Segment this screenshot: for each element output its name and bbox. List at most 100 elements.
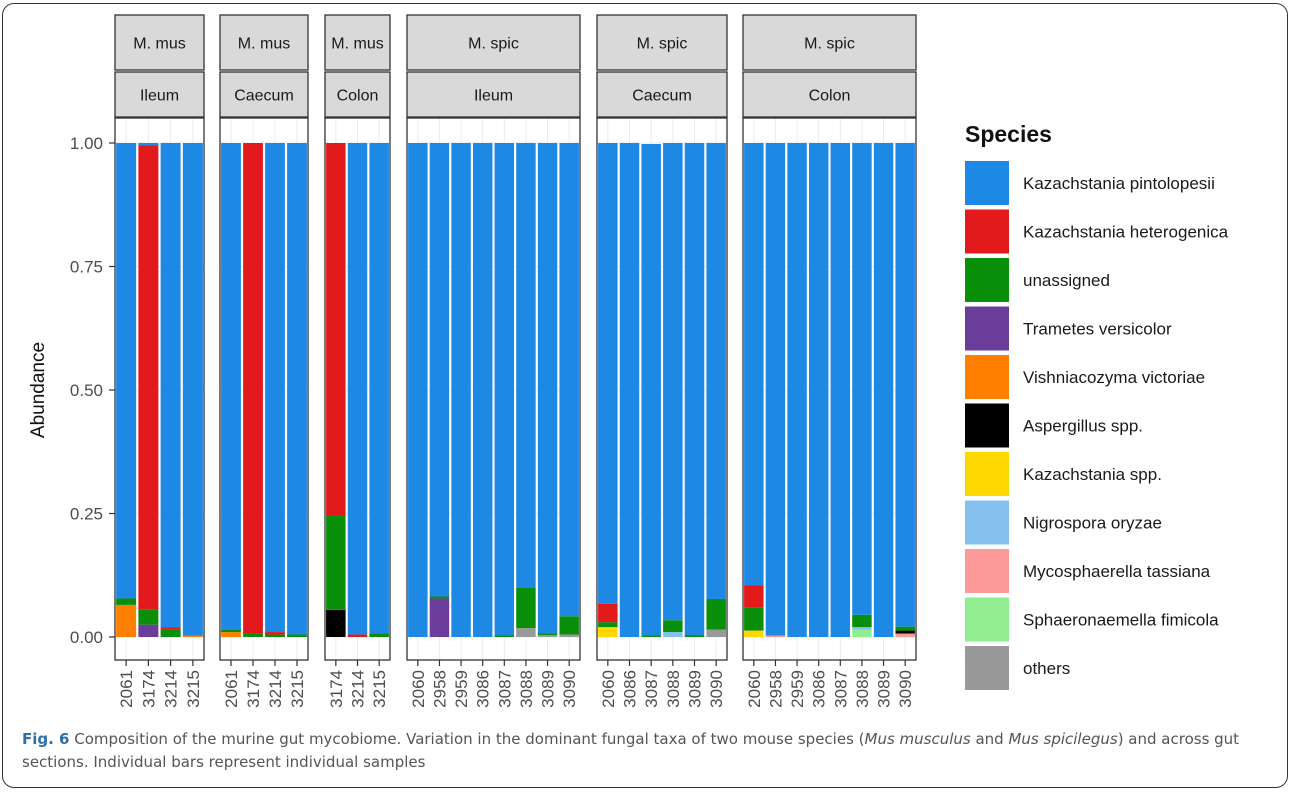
bar-segment [451,143,471,637]
x-tick-label: 2959 [788,670,807,708]
bar-segment [852,143,872,615]
legend-swatch [965,646,1009,690]
bar-segment [516,587,536,629]
y-tick-label: 0.50 [70,381,103,400]
legend-label: Kazachstania heterogenica [1023,223,1229,242]
x-tick-label: 3089 [539,670,558,708]
facet-panel: M. mus Ileum 2061 3174 3214 3215 [114,14,205,708]
bar-segment [852,627,872,630]
bar-segment [852,629,872,637]
legend-swatch [965,549,1009,593]
x-tick-label: 3215 [184,670,203,708]
strip-section [114,71,205,118]
x-tick-label: 3090 [896,670,915,708]
bar-segment [641,143,661,636]
bar-segment [221,629,241,633]
legend-swatch [965,597,1009,642]
x-tick-label: 3214 [162,670,181,708]
bar-segment [369,143,389,634]
x-tick-label: 2061 [117,670,136,708]
bar-segment [559,634,579,637]
bar-segment [182,143,203,636]
bar-segment [641,635,661,637]
caption-text: Composition of the murine gut mycobiome.… [69,730,865,748]
bar-segment [326,143,346,516]
legend-swatch [965,161,1009,205]
facet-panel: M. mus Colon 3174 3214 3215 [324,14,391,708]
bar-segment [873,143,894,637]
bar-segment [265,632,285,635]
bar-segment [182,635,203,637]
legend-label: Kazachstania pintolopesii [1023,174,1215,193]
y-tick-label: 0.75 [70,258,103,277]
bar-segment [830,143,851,637]
bar-segment [808,143,829,637]
bar-segment [706,143,726,599]
bar-segment [559,143,579,617]
bar-segment [516,143,536,588]
legend-swatch [965,209,1009,254]
x-tick-label: 2060 [745,670,764,708]
bar-segment [287,634,307,637]
bar-segment [429,596,450,599]
x-tick-label: 3089 [686,670,705,708]
bar-segment [744,607,764,631]
panel-border [324,117,391,661]
bar-segment [221,632,241,637]
x-tick-label: 3087 [495,670,514,708]
bar-segment [243,143,263,634]
bar-segment [537,635,558,637]
bar-segment [287,143,307,635]
bar-segment [494,635,515,637]
strip-section [219,71,309,118]
strip-section [324,71,391,118]
legend-label: Sphaeronaemella fimicola [1023,611,1219,630]
legend-label: Mycosphaerella tassiana [1023,562,1211,581]
bar-segment [116,143,137,599]
y-tick-label: 0.00 [70,628,103,647]
bar-segment [326,609,346,637]
x-tick-label: 2060 [409,670,428,708]
bar-segment [472,143,493,637]
bar-segment [598,622,618,628]
bar-segment [744,585,764,608]
bar-segment [160,629,181,637]
bar-segment [537,633,558,636]
bar-segment [663,632,683,637]
panel-border [114,117,205,661]
y-tick-label: 0.25 [70,505,103,524]
strip-species [742,14,917,71]
bar-segment [221,143,241,630]
legend-label: Aspergillus spp. [1023,417,1143,436]
x-tick-label: 3090 [707,670,726,708]
bar-segment [369,633,389,637]
bar-segment [559,616,579,635]
facet-panel: M. spic Caecum 2060 3086 3087 3088 3089 3090 [596,14,728,708]
caption-species-2: Mus spicilegus [1008,730,1118,748]
strip-species-label: M. mus [331,36,383,53]
bar-segment [116,604,137,637]
x-tick-label: 3088 [853,670,872,708]
x-tick-label: 3086 [810,670,829,708]
strip-section-label: Ileum [140,88,179,105]
bar-segment [744,630,764,637]
bar-segment [895,633,915,637]
legend-label: Kazachstania spp. [1023,465,1162,484]
panel-border [406,117,581,661]
x-tick-label: 3090 [560,670,579,708]
x-tick-label: 3214 [266,670,285,708]
strip-species-label: M. mus [133,36,185,53]
legend-title: Species [965,121,1052,147]
x-tick-label: 3214 [349,670,368,708]
bar-segment [265,634,285,637]
x-tick-label: 3088 [664,670,683,708]
legend-swatch [965,306,1009,351]
bar-segment [243,633,263,637]
strip-species [324,14,391,71]
y-axis: Abundance 0.00 0.25 0.50 0.75 1.00 [28,134,115,647]
strip-species-label: M. mus [238,36,290,53]
bar-segment [138,143,159,146]
strip-section-label: Colon [809,88,851,105]
